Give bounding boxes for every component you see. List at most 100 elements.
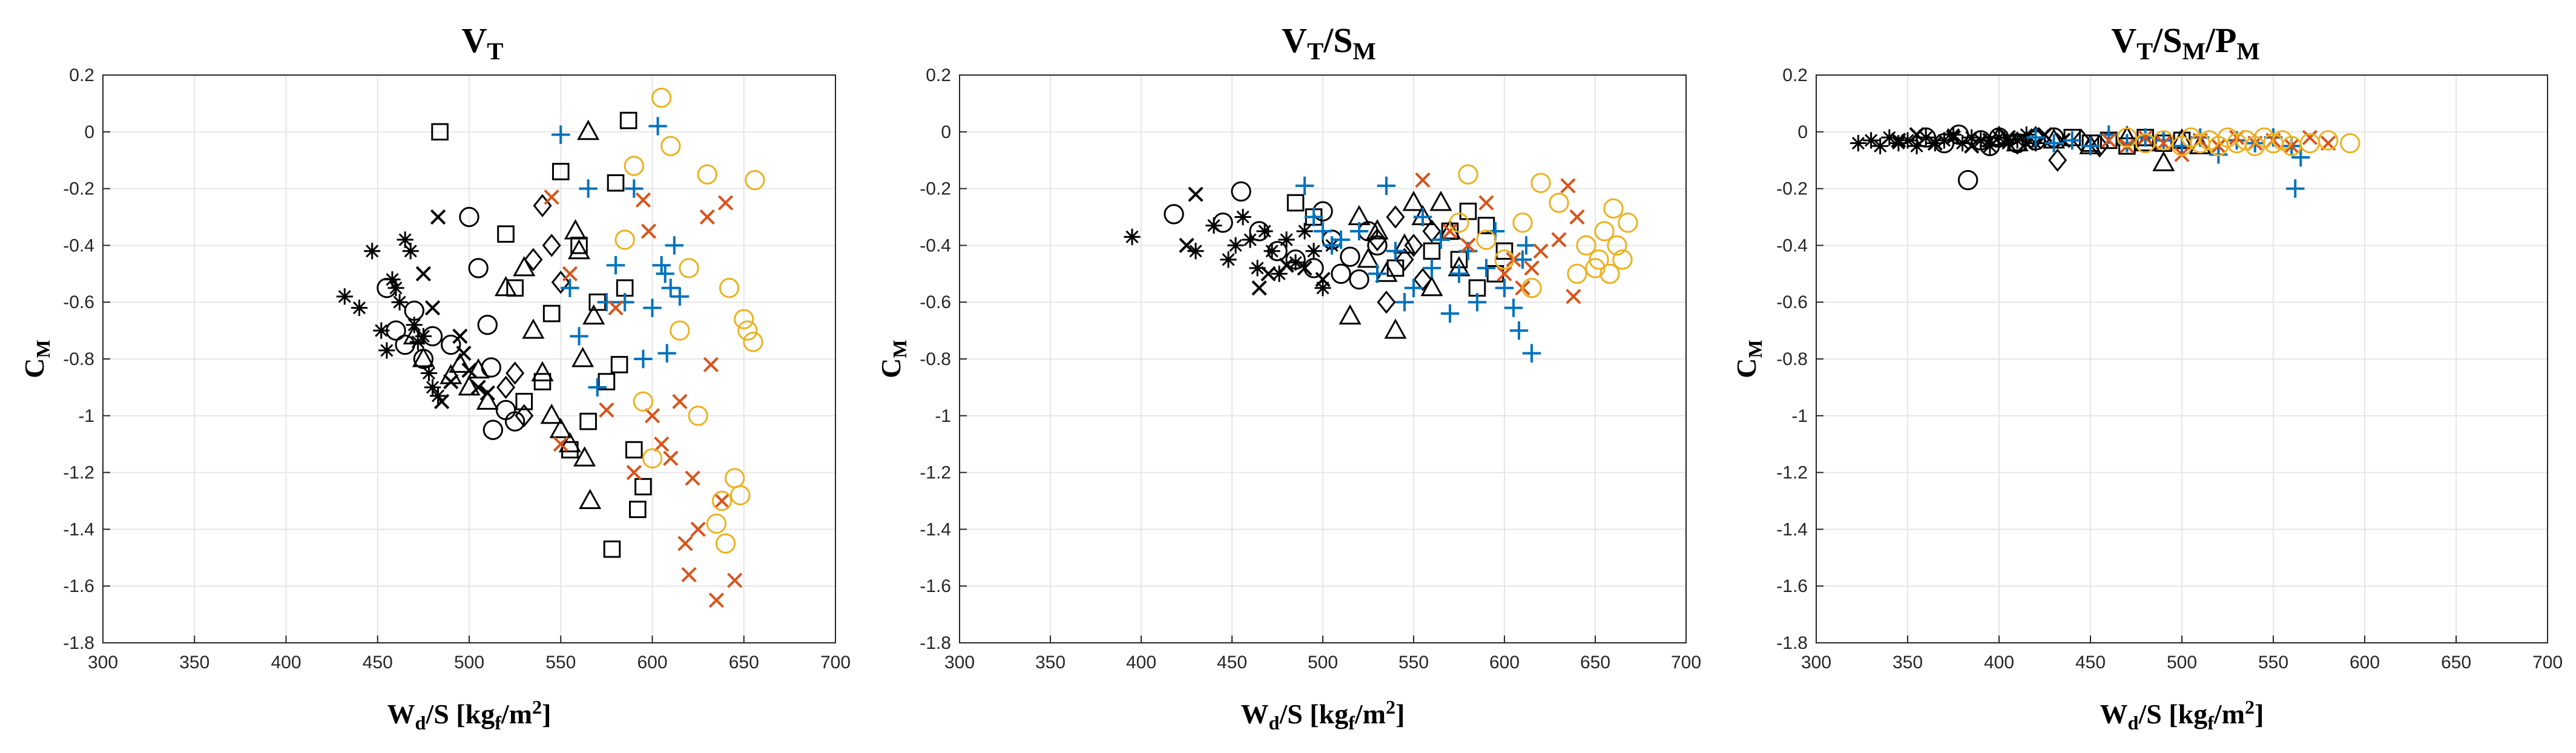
- panel-vt-sm-pm: VT/SM/PM 300 350 400 450 500 550 600 650 700 0.2…: [1731, 21, 2563, 734]
- data-markers: [336, 87, 765, 608]
- data-point-asterisk: [1899, 132, 1916, 149]
- data-point-x-black: [1251, 280, 1267, 296]
- y-tick-label: -0.6: [63, 292, 94, 312]
- data-point-x-black: [1179, 237, 1194, 254]
- data-point-triangle: [540, 403, 563, 424]
- data-point-x-red: [708, 593, 724, 608]
- data-point-square: [533, 373, 552, 390]
- data-point-diamond: [2026, 125, 2045, 150]
- data-point-circle-yellow: [1449, 212, 1469, 233]
- x-axis-label: Wd/S [kgf/m2]: [387, 696, 552, 734]
- data-point-x-black: [1891, 133, 1906, 148]
- data-point-square: [607, 174, 625, 192]
- data-point-circle: [1957, 169, 1978, 191]
- data-point-plus-blue: [606, 256, 625, 275]
- data-point-circle-yellow: [614, 229, 635, 250]
- data-point-circle-yellow: [2340, 133, 2360, 154]
- data-point-plus-blue: [634, 349, 653, 369]
- data-point-circle-yellow: [679, 258, 699, 278]
- data-point-triangle: [458, 375, 481, 396]
- data-point-x-black: [1909, 127, 1925, 143]
- data-point-x-red: [626, 464, 642, 481]
- data-point-plus-blue: [1413, 208, 1432, 226]
- data-point-triangle: [573, 446, 596, 467]
- data-point-triangle: [577, 119, 600, 140]
- data-point-triangle: [2152, 151, 2175, 171]
- data-point-x-red: [599, 402, 614, 418]
- data-point-square: [1423, 242, 1441, 260]
- y-tick-label: -1.8: [1776, 633, 1808, 653]
- x-tick-label: 600: [2350, 653, 2380, 672]
- data-point-circle: [1367, 235, 1388, 256]
- y-tick-label: 0: [84, 122, 94, 142]
- data-point-asterisk: [1890, 134, 1907, 152]
- data-point-circle-yellow: [706, 513, 727, 534]
- data-point-asterisk: [424, 379, 441, 396]
- data-point-circle-yellow: [633, 391, 654, 412]
- data-point-x-black: [1927, 135, 1943, 151]
- data-point-triangle: [1384, 318, 1407, 339]
- data-point-plus-blue: [552, 125, 570, 144]
- data-point-circle-yellow: [1607, 235, 1627, 256]
- data-point-x-red: [681, 567, 697, 583]
- x-tick-label: 650: [729, 653, 759, 672]
- data-point-x-red: [562, 266, 578, 281]
- data-point-x-red: [2302, 130, 2318, 145]
- data-point-x-black: [415, 266, 431, 281]
- x-tick-labels: 300 350 400 450 500 550 600 650 700: [88, 653, 851, 672]
- data-point-circle-yellow: [743, 332, 763, 352]
- data-point-square: [431, 123, 449, 141]
- x-tick-label: 300: [88, 653, 118, 672]
- data-point-plus-blue: [2286, 179, 2305, 198]
- data-point-circle-yellow: [1567, 263, 1587, 284]
- data-point-plus-blue: [2081, 137, 2100, 156]
- data-point-triangle: [1402, 191, 1425, 211]
- data-point-triangle: [572, 347, 595, 367]
- data-point-plus-blue: [1377, 176, 1396, 196]
- data-point-square: [629, 501, 647, 518]
- panel-vt: VT 300 350 400 450 500 550 600 650 700 0.2 0 -0.2 -…: [19, 21, 851, 734]
- data-point-plus-blue: [643, 298, 662, 317]
- data-point-plus-blue: [1440, 304, 1460, 323]
- data-point-asterisk: [364, 243, 381, 260]
- data-point-circle: [422, 326, 443, 347]
- data-point-square: [603, 540, 621, 558]
- y-axis-label: CM: [875, 340, 911, 378]
- data-point-circle: [1285, 249, 1306, 270]
- data-point-asterisk: [1981, 137, 1998, 154]
- y-tick-label: -0.4: [63, 235, 94, 255]
- data-point-plus-blue: [652, 256, 671, 275]
- series-x-black: [415, 209, 495, 409]
- data-point-x-red: [717, 195, 734, 211]
- data-point-circle: [1349, 269, 1369, 290]
- data-point-plus-blue: [1404, 278, 1423, 297]
- data-point-asterisk: [1305, 243, 1322, 260]
- data-point-plus-blue: [1313, 222, 1332, 241]
- data-point-triangle: [567, 238, 591, 260]
- series-x-red: [544, 189, 743, 608]
- data-point-x-black: [1945, 130, 1962, 145]
- data-point-plus-blue: [1349, 222, 1369, 241]
- y-tick-label: -0.8: [920, 349, 951, 369]
- data-point-x-black: [443, 373, 459, 390]
- series-circle-yellow: [2116, 127, 2360, 156]
- data-point-asterisk: [402, 243, 419, 260]
- y-tick-labels: 0.2 0 -0.2 -0.4 -0.6 -0.8 -1 -1.2 -1.4 -1.6 -1.8: [920, 65, 951, 653]
- data-point-plus-blue: [1477, 258, 1496, 278]
- data-point-triangle: [582, 304, 605, 325]
- panel-title: VT/SM: [1282, 21, 1376, 65]
- data-point-diamond: [542, 234, 561, 257]
- data-point-circle: [1267, 241, 1288, 261]
- data-point-asterisk: [1263, 243, 1280, 260]
- y-tick-label: -1.4: [1776, 519, 1808, 539]
- data-point-plus-blue: [1331, 230, 1351, 249]
- data-markers: [1850, 124, 2360, 198]
- data-point-diamond: [2008, 131, 2027, 155]
- data-point-circle: [468, 258, 489, 278]
- series-diamond: [1368, 205, 1441, 314]
- data-point-x-red: [1533, 243, 1549, 259]
- data-point-circle-yellow: [642, 448, 663, 469]
- x-tick-label: 450: [2075, 653, 2106, 672]
- data-point-diamond: [524, 248, 543, 272]
- series-square: [431, 111, 652, 558]
